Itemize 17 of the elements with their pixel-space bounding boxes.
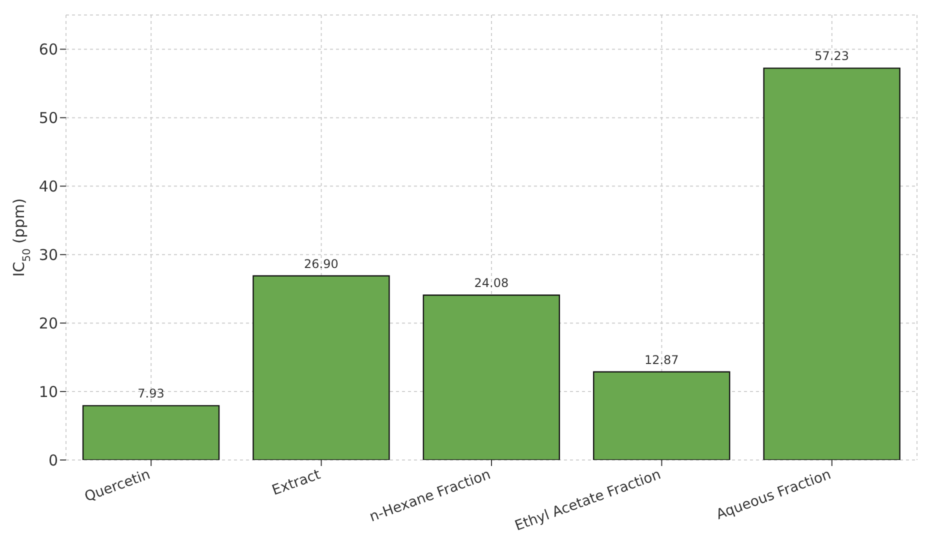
y-tick-label: 10 <box>38 382 58 401</box>
y-tick-label: 0 <box>48 451 58 470</box>
bar <box>82 405 220 460</box>
y-tick-label: 40 <box>38 177 58 196</box>
bar <box>422 294 560 460</box>
data-label: 24.08 <box>474 276 509 290</box>
data-label: 57.23 <box>814 49 849 64</box>
data-label: 7.93 <box>138 386 164 401</box>
y-tick-label: 20 <box>38 314 58 332</box>
data-label: 12.87 <box>644 352 679 367</box>
bar <box>252 275 390 460</box>
data-label: 26.90 <box>304 256 338 271</box>
y-tick-label: 50 <box>38 109 58 128</box>
bar <box>763 68 900 460</box>
bar <box>593 371 730 460</box>
y-tick-label: 30 <box>38 246 58 264</box>
y-tick-label: 60 <box>38 40 58 59</box>
